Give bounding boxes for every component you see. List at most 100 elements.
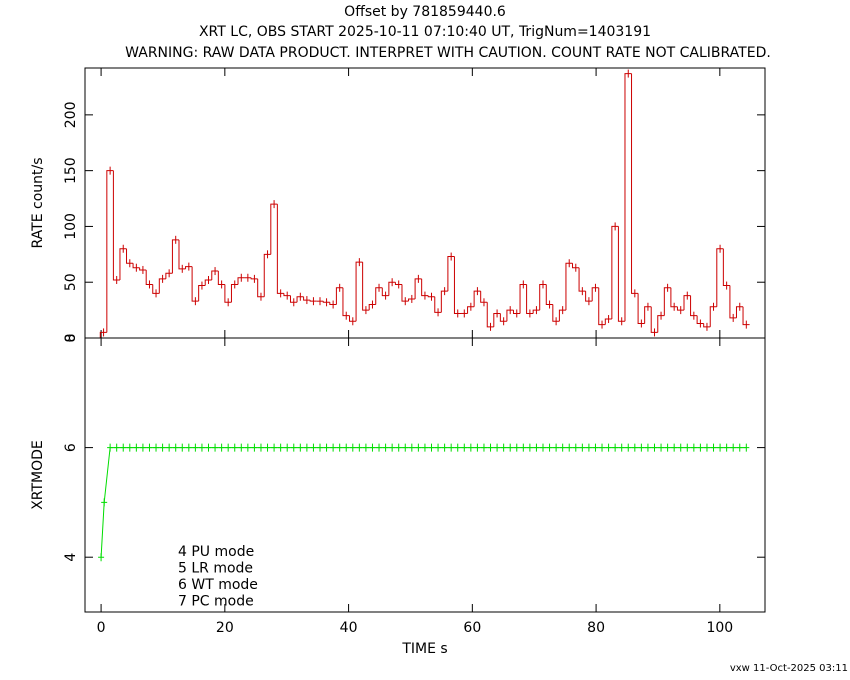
step-bin [506, 309, 514, 322]
mode-marker [723, 443, 730, 452]
step-bin [408, 298, 416, 302]
x-tick-label: 100 [706, 620, 733, 636]
y-axis-label: RATE count/s [30, 157, 46, 248]
step-bin [185, 266, 193, 269]
x-axis-label: TIME s [401, 641, 447, 657]
mode-marker [376, 443, 383, 452]
mode-marker [382, 443, 389, 452]
step-bin [519, 283, 527, 314]
mode-marker [225, 443, 232, 452]
step-bin [237, 277, 245, 285]
mode-marker [644, 443, 651, 452]
step-bin [394, 282, 402, 285]
mode-marker [218, 443, 225, 452]
warning: WARNING: RAW DATA PRODUCT. INTERPRET WIT… [125, 45, 771, 61]
step-bin [257, 278, 265, 298]
step-bin [322, 301, 330, 303]
step-bin [716, 248, 724, 307]
mode-marker [441, 443, 448, 452]
mode-marker [395, 443, 402, 452]
mode-marker [513, 443, 520, 452]
x-tick-label: 80 [587, 620, 605, 636]
mode-marker [638, 443, 645, 452]
step-bin [165, 272, 173, 279]
step-bin [421, 278, 429, 297]
y-tick-label: 4 [63, 553, 79, 562]
step-bin [224, 284, 232, 303]
mode-marker [297, 443, 304, 452]
mode-marker [592, 443, 599, 452]
annotation: 7 PC mode [178, 594, 254, 610]
step-bin [617, 226, 625, 322]
step-bin [572, 263, 580, 269]
step-bin [578, 267, 586, 292]
mode-marker [585, 443, 592, 452]
mode-marker [664, 443, 671, 452]
mode-marker [697, 443, 704, 452]
mode-marker [179, 443, 186, 452]
step-bin [683, 295, 691, 311]
mode-marker [474, 443, 481, 452]
step-bin [381, 287, 389, 297]
step-bin [604, 318, 612, 325]
step-bin [473, 290, 481, 307]
mode-marker [559, 443, 566, 452]
mode-marker [113, 443, 120, 452]
mode-marker [277, 443, 284, 452]
step-bin [440, 290, 448, 313]
x-tick-label: 0 [97, 620, 106, 636]
step-bin [355, 261, 363, 322]
y-tick-label: 50 [63, 273, 79, 291]
mode-marker [500, 443, 507, 452]
mode-marker [192, 443, 199, 452]
mode-marker [421, 443, 428, 452]
mode-marker [461, 443, 468, 452]
mode-marker [290, 443, 297, 452]
mode-marker [153, 443, 160, 452]
step-bin [532, 309, 540, 314]
step-bin [145, 269, 153, 285]
mode-marker [231, 443, 238, 452]
step-bin [204, 279, 212, 286]
step-bin [178, 239, 186, 270]
mode-marker [717, 443, 724, 452]
mode-marker [369, 443, 376, 452]
step-bin [631, 73, 639, 294]
mode-marker [539, 443, 546, 452]
step-bin [276, 204, 284, 294]
step-bin [565, 262, 573, 311]
y-tick-label: 150 [63, 157, 79, 184]
step-bin [696, 315, 704, 324]
step-bin [349, 315, 357, 322]
mode-marker [126, 443, 133, 452]
step-bin [637, 293, 645, 324]
mode-marker [730, 443, 737, 452]
mode-marker [244, 443, 251, 452]
mode-marker [264, 443, 271, 452]
step-bin [486, 302, 494, 328]
annotation: 6 WT mode [178, 577, 258, 593]
mode-marker [408, 443, 415, 452]
step-bin [342, 287, 350, 317]
step-bin [375, 287, 383, 305]
mode-marker [690, 443, 697, 452]
mode-marker [494, 443, 501, 452]
mode-marker [480, 443, 487, 452]
footer: vxw 11-Oct-2025 03:11 [730, 663, 848, 674]
mode-marker [238, 443, 245, 452]
step-bin [493, 312, 501, 327]
mode-marker [310, 443, 317, 452]
step-bin [270, 203, 278, 255]
step-bin [283, 293, 291, 297]
step-bin [670, 287, 678, 308]
step-bin [624, 73, 632, 322]
step-bin [132, 263, 140, 269]
step-bin [585, 291, 593, 302]
step-bin [250, 277, 258, 280]
mode-marker [618, 443, 625, 452]
chart-title: Offset by 781859440.6 [344, 4, 506, 20]
step-bin [447, 256, 455, 292]
mode-marker [172, 443, 179, 452]
step-bin [690, 295, 698, 317]
